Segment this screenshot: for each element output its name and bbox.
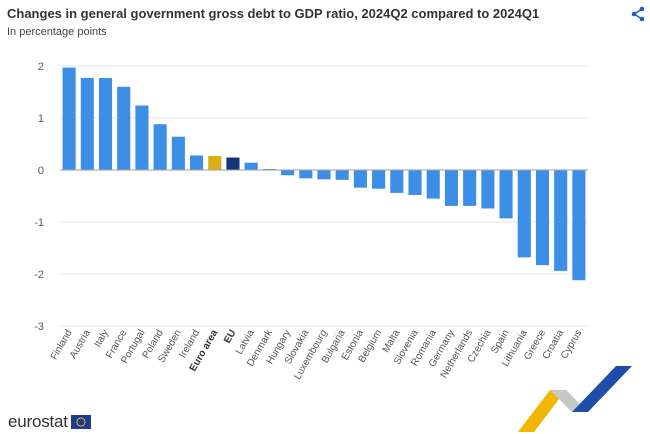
y-tick-label: 1 — [38, 113, 44, 125]
y-tick-label: -1 — [34, 217, 44, 229]
bar — [444, 170, 459, 206]
chart-title: Changes in general government gross debt… — [7, 6, 540, 21]
bar — [226, 157, 240, 170]
logo-text: eurostat — [8, 412, 68, 431]
decorative-ribbon-graphic — [518, 366, 632, 432]
y-tick-label: 0 — [38, 165, 44, 177]
bar — [426, 170, 440, 199]
bar — [117, 86, 131, 170]
bar — [80, 77, 94, 170]
bar — [335, 170, 349, 180]
bar — [98, 77, 113, 170]
y-tick-label: -2 — [34, 269, 44, 281]
bar — [463, 170, 477, 206]
eu-flag-icon — [70, 415, 91, 429]
bar — [408, 170, 422, 195]
y-tick-label: 2 — [38, 61, 44, 73]
bar — [208, 155, 222, 170]
bar — [262, 168, 276, 170]
bar — [189, 155, 204, 170]
bar — [317, 170, 331, 180]
bar — [281, 170, 295, 176]
bar — [499, 170, 513, 219]
bar — [299, 170, 313, 179]
bar — [572, 170, 586, 281]
chart-subtitle: In percentage points — [7, 26, 107, 38]
eurostat-logo[interactable]: eurostat — [8, 411, 91, 433]
bar — [554, 170, 568, 271]
bar — [372, 170, 386, 189]
bar — [353, 170, 367, 188]
bar — [535, 170, 550, 266]
bar — [481, 170, 495, 209]
bar — [135, 105, 149, 170]
share-icon[interactable] — [630, 6, 646, 22]
bar — [390, 170, 404, 193]
bar — [171, 136, 185, 170]
y-tick-label: -3 — [34, 321, 44, 333]
x-category-label: EU — [222, 328, 238, 346]
bar — [517, 170, 531, 258]
bar — [153, 124, 167, 170]
bar — [62, 67, 76, 170]
bar — [244, 162, 258, 170]
